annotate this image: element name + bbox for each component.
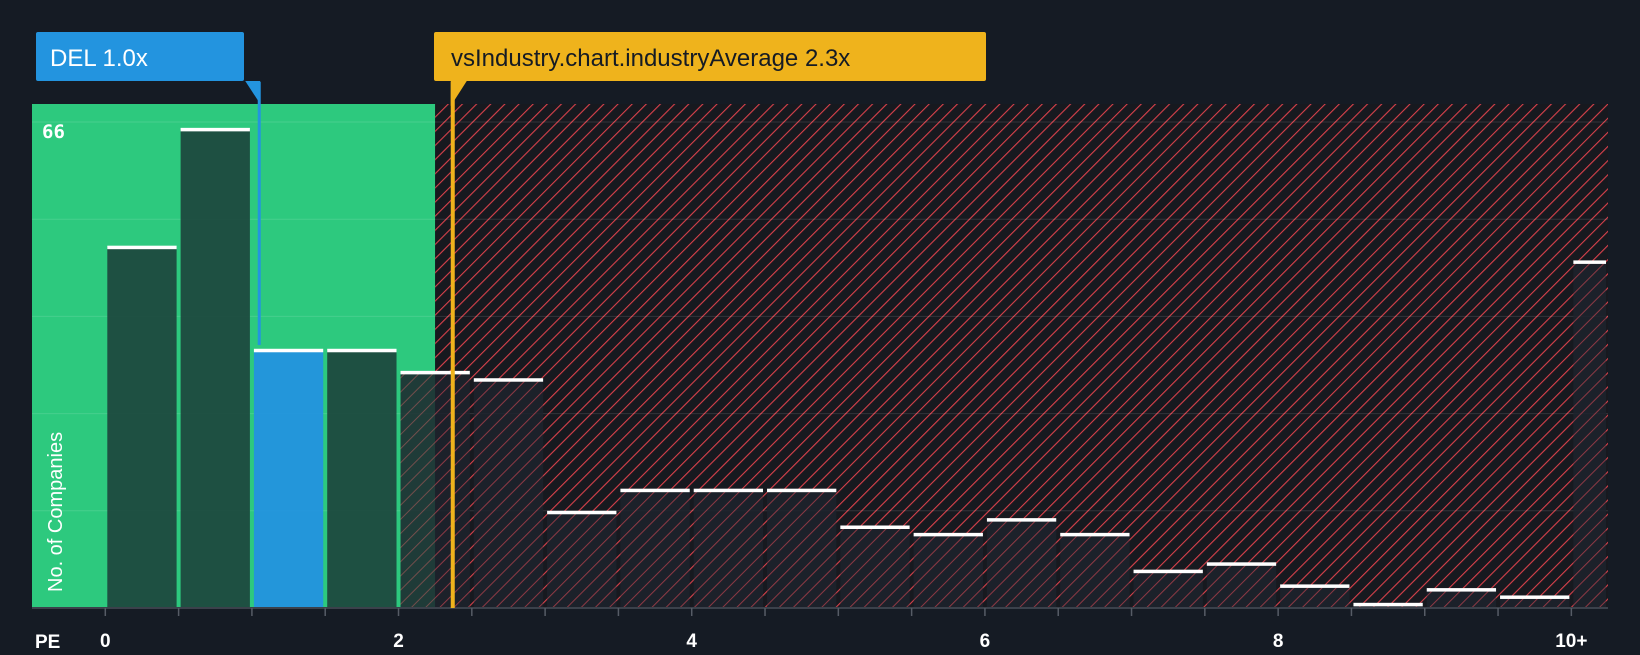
- bar-13: [1060, 534, 1130, 608]
- bar-6: [547, 512, 617, 608]
- bar-2: [253, 350, 324, 608]
- bar-16: [1280, 585, 1350, 608]
- bar-cap-19: [1500, 595, 1570, 599]
- y-max-label: 66: [42, 121, 65, 143]
- industry-label: vsIndustry.chart.industryAverage 2.3x: [434, 32, 986, 81]
- x-tick-label-5: 10+: [1555, 631, 1587, 650]
- bar-20: [1573, 261, 1606, 608]
- y-axis-label: No. of Companies: [45, 432, 67, 592]
- bar-12: [986, 519, 1057, 608]
- x-tick-label-3: 6: [980, 631, 991, 650]
- x-tick-label-0: 0: [100, 631, 111, 650]
- bar-10: [840, 527, 910, 608]
- bar-cap-15: [1206, 562, 1277, 566]
- bar-cap-14: [1133, 569, 1203, 574]
- bar-7: [620, 490, 690, 608]
- company-label: DEL 1.0x: [36, 32, 244, 81]
- bar-cap-8: [693, 488, 764, 493]
- bar-cap-1: [180, 127, 250, 132]
- bar-19: [1500, 596, 1570, 608]
- bar-cap-12: [986, 518, 1057, 522]
- company-label-text: DEL 1.0x: [50, 45, 148, 72]
- bar-cap-6: [547, 510, 617, 515]
- bar-9: [767, 490, 837, 608]
- bar-cap-7: [620, 488, 690, 493]
- industry-label-box: [434, 32, 986, 81]
- company-label-pointer: [245, 81, 261, 104]
- bar-cap-20: [1573, 260, 1606, 264]
- bar-15: [1206, 563, 1277, 608]
- bar-cap-5: [473, 378, 544, 382]
- bar-14: [1133, 571, 1203, 608]
- x-tick-label-4: 8: [1273, 631, 1284, 650]
- bar-cap-13: [1060, 532, 1130, 537]
- bar-11: [913, 534, 983, 608]
- x-tick-label-1: 2: [393, 631, 404, 650]
- bar-cap-16: [1280, 584, 1350, 588]
- industry-average-line: [450, 82, 455, 608]
- industry-label-pointer: [450, 81, 467, 106]
- x-axis-label: PE: [35, 632, 60, 650]
- bar-1: [180, 129, 250, 608]
- value-markers: [245, 81, 467, 608]
- bar-8: [693, 490, 764, 608]
- bar-cap-9: [767, 488, 837, 493]
- bar-cap-18: [1426, 588, 1497, 592]
- bar-cap-3: [327, 348, 397, 353]
- bar-cap-10: [840, 525, 910, 529]
- bar-cap-0: [107, 245, 177, 250]
- bar-0: [107, 247, 177, 608]
- bar-5: [473, 379, 544, 608]
- bar-3: [327, 350, 397, 608]
- bar-cap-4: [400, 370, 470, 375]
- bar-cap-11: [913, 532, 983, 537]
- x-axis: 0 2 4 6 8 10+: [32, 607, 1608, 652]
- industry-label-text: vsIndustry.chart.industryAverage 2.3x: [451, 45, 850, 72]
- histogram-bars: [107, 127, 1606, 608]
- bar-4: [400, 372, 470, 608]
- x-tick-label-2: 4: [686, 631, 697, 650]
- bar-cap-2: [253, 348, 324, 353]
- bar-cap-17: [1353, 602, 1423, 607]
- bar-18: [1426, 589, 1497, 608]
- company-label-box: [36, 32, 244, 81]
